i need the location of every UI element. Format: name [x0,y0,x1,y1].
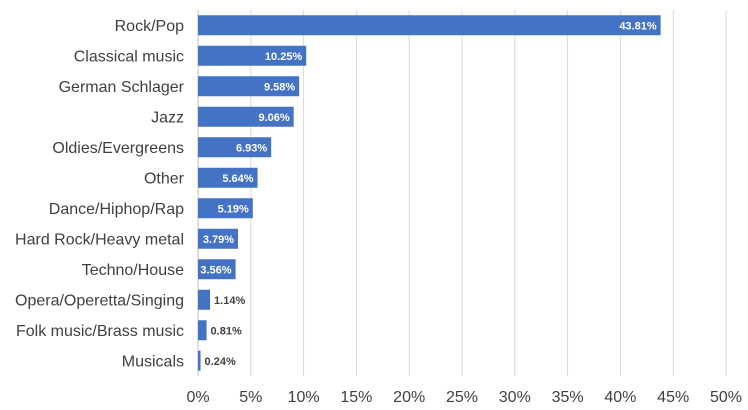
bar [198,259,236,280]
category-label: Folk music/Brass music [16,323,184,340]
gridlines [197,10,727,376]
bars [198,15,661,371]
category-label: Techno/House [82,262,184,279]
bar [198,289,211,310]
category-label: German Schlager [59,79,185,96]
data-label: 1.14% [214,295,245,307]
x-tick-label: 25% [446,389,478,406]
category-label: Dance/Hiphop/Rap [49,201,184,218]
data-label: 5.19% [218,203,249,215]
category-label: Classical music [74,48,184,65]
category-label: Hard Rock/Heavy metal [15,231,184,248]
category-label: Opera/Operetta/Singing [15,292,184,309]
data-label: 9.58% [264,81,295,93]
data-label: 9.06% [258,112,289,124]
data-label: 6.93% [236,142,267,154]
data-label: 43.81% [619,20,657,32]
category-label: Musicals [122,353,184,370]
x-tick-label: 50% [710,389,742,406]
bar [198,198,253,219]
bar [198,137,272,158]
x-tick-label: 35% [552,389,584,406]
bar [198,106,294,127]
bar [198,76,300,97]
bar [198,228,239,249]
category-labels: Rock/Pop Classical music German Schlager Ja… [15,18,185,371]
data-label: 5.64% [222,173,253,185]
data-label: 10.25% [265,51,303,63]
category-label: Oldies/Evergreens [52,140,184,157]
x-tick-label: 5% [239,389,262,406]
data-label: 3.79% [203,234,234,246]
x-tick-label: 45% [657,389,689,406]
data-label: 3.56% [200,264,231,276]
bar [198,45,307,66]
category-label: Other [144,170,185,187]
x-tick-label: 10% [288,389,320,406]
bar [198,320,207,341]
bar [198,167,258,188]
category-label: Rock/Pop [115,18,184,35]
x-tick-label: 20% [393,389,425,406]
data-label: 0.24% [205,356,236,368]
category-label: Jazz [151,109,184,126]
x-axis-tick-labels: 0% 5% 10% 15% 20% 25% 30% 35% 40% 45% 50% [186,389,742,406]
value-labels: 43.81% 10.25% 9.58% 9.06% 6.93% 5.64% 5.19% 3.7… [200,20,656,368]
bar [198,350,201,371]
x-tick-label: 15% [340,389,372,406]
x-tick-label: 40% [604,389,636,406]
x-tick-label: 0% [186,389,209,406]
bar [198,15,661,36]
data-label: 0.81% [211,325,242,337]
x-tick-label: 30% [499,389,531,406]
